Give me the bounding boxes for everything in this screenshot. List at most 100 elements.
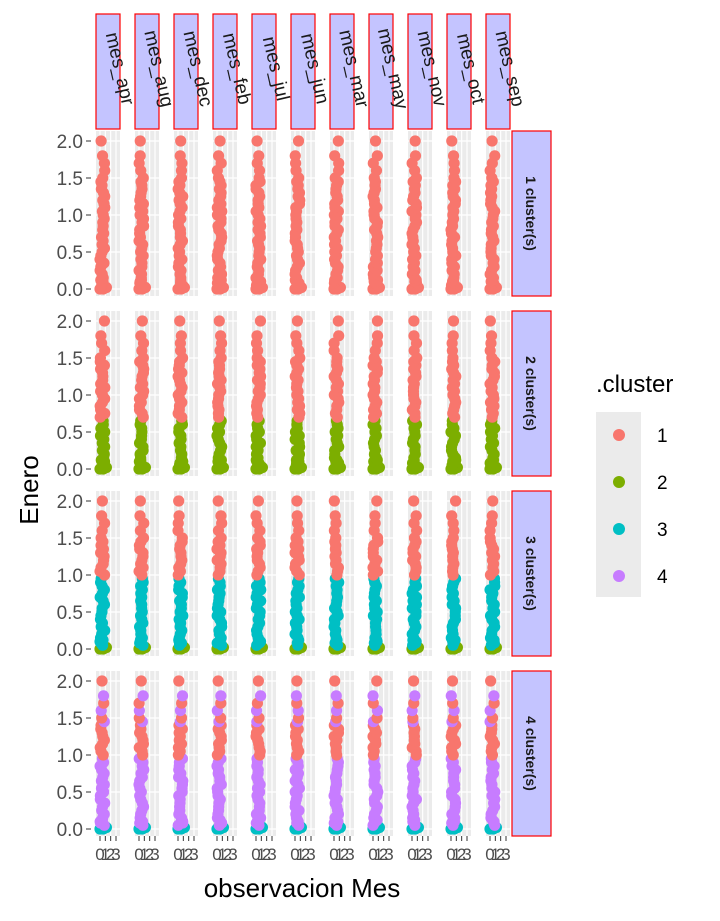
row-strip-box — [511, 130, 552, 297]
data-point — [173, 675, 185, 687]
column-strip-mes_may: mes_may — [368, 13, 412, 130]
x-tick-label: 3 — [189, 845, 198, 864]
y-tick-label: 0.5 — [57, 243, 83, 264]
legend-key-3 — [613, 523, 625, 535]
panel-mes_mar-row2 — [328, 311, 354, 476]
data-point — [409, 690, 421, 702]
data-point — [371, 675, 383, 687]
panel-mes_mar-row1 — [328, 131, 354, 296]
x-tick-label: 0 — [446, 845, 455, 864]
y-tick-label: 1.0 — [57, 206, 83, 227]
x-tick-label: 2 — [145, 845, 154, 864]
data-point — [251, 135, 263, 147]
x-tick-label: 1 — [413, 845, 422, 864]
y-axis-title: Enero — [14, 455, 44, 524]
panel-mes_nov-row1 — [406, 131, 432, 296]
column-strip-box — [290, 13, 316, 130]
panel-mes_oct-row1 — [445, 131, 471, 296]
data-point — [408, 495, 420, 507]
x-tick-label: 0 — [95, 845, 104, 864]
x-tick-label: 3 — [111, 845, 120, 864]
row-strip-box — [511, 670, 552, 837]
panel-mes_jun-row2 — [289, 311, 315, 476]
data-point — [214, 135, 226, 147]
data-point — [332, 315, 344, 327]
data-point — [250, 510, 262, 522]
data-point — [176, 690, 189, 702]
data-point — [134, 495, 146, 507]
data-point — [212, 495, 224, 507]
data-point — [251, 330, 263, 342]
data-point — [173, 510, 185, 522]
data-point — [409, 150, 422, 162]
panel-mes_may-row4 — [367, 671, 393, 836]
row-strip-label: 4 cluster(s) — [523, 716, 539, 791]
x-tick-label: 2 — [301, 845, 310, 864]
column-strip-mes_feb: mes_feb — [212, 13, 255, 130]
panel-mes_may-row2 — [367, 311, 393, 476]
panel-mes_jun-row4 — [289, 671, 315, 836]
data-point — [292, 135, 305, 147]
data-point — [371, 330, 384, 342]
column-strip-mes_nov: mes_nov — [407, 13, 450, 130]
panel-mes_nov-row3 — [406, 491, 432, 656]
y-tick-label: 1.5 — [57, 529, 83, 550]
row-strip-box — [511, 310, 552, 477]
data-point — [446, 135, 458, 147]
x-tick-label: 0 — [329, 845, 338, 864]
x-tick-label: 2 — [457, 845, 466, 864]
data-point — [371, 315, 384, 327]
panel-mes_sep-row2 — [484, 311, 510, 476]
x-tick-label: 0 — [251, 845, 260, 864]
data-point — [487, 495, 499, 507]
data-point — [174, 150, 186, 162]
data-point — [137, 690, 149, 702]
y-tick-label: 0.0 — [57, 460, 83, 481]
x-tick-label: 1 — [101, 845, 110, 864]
panel-mes_jun-row3 — [289, 491, 315, 656]
data-point — [134, 150, 146, 162]
legend-key-background — [596, 412, 641, 597]
panel-mes_aug-row4 — [133, 671, 159, 836]
panel-mes_dec-row1 — [172, 131, 198, 296]
data-point — [215, 690, 227, 702]
x-tick-label: 1 — [452, 845, 461, 864]
data-point — [96, 510, 108, 522]
column-strip-mes_apr: mes_apr — [95, 13, 138, 130]
data-point — [96, 150, 109, 162]
data-point — [212, 150, 225, 162]
row-strip-2: 2 cluster(s) — [511, 310, 552, 477]
data-point — [214, 330, 227, 342]
column-strip-box — [95, 13, 121, 130]
data-point — [135, 675, 147, 687]
y-tick-label: 1.0 — [57, 566, 83, 587]
y-tick-label: 2.0 — [57, 312, 83, 333]
panel-mes_apr-row1 — [94, 131, 120, 296]
data-point — [371, 150, 383, 162]
data-point — [447, 150, 460, 162]
data-point — [215, 510, 227, 522]
data-point — [291, 675, 303, 687]
row-strip-label: 1 cluster(s) — [523, 176, 539, 251]
y-tick-label: 0.5 — [57, 603, 83, 624]
y-tick-label: 1.5 — [57, 349, 83, 370]
data-point — [484, 315, 496, 327]
data-point — [485, 330, 498, 342]
data-point — [447, 330, 459, 342]
data-point — [252, 495, 264, 507]
data-point — [407, 675, 420, 687]
column-strip-mes_jul: mes_jul — [251, 13, 293, 130]
column-strip-mes_oct: mes_oct — [446, 13, 489, 130]
data-point — [408, 315, 420, 327]
panel-mes_jul-row3 — [250, 491, 276, 656]
y-tick-label: 1.0 — [57, 746, 83, 767]
x-tick-label: 2 — [340, 845, 349, 864]
data-point — [329, 510, 341, 522]
panel-mes_oct-row3 — [445, 491, 471, 656]
row-strip-label: 2 cluster(s) — [523, 356, 539, 431]
data-point — [134, 510, 146, 522]
legend-label-2: 2 — [657, 473, 668, 494]
y-tick-label: 2.0 — [57, 672, 83, 693]
data-point — [328, 495, 340, 507]
panel-mes_aug-row2 — [133, 311, 159, 476]
